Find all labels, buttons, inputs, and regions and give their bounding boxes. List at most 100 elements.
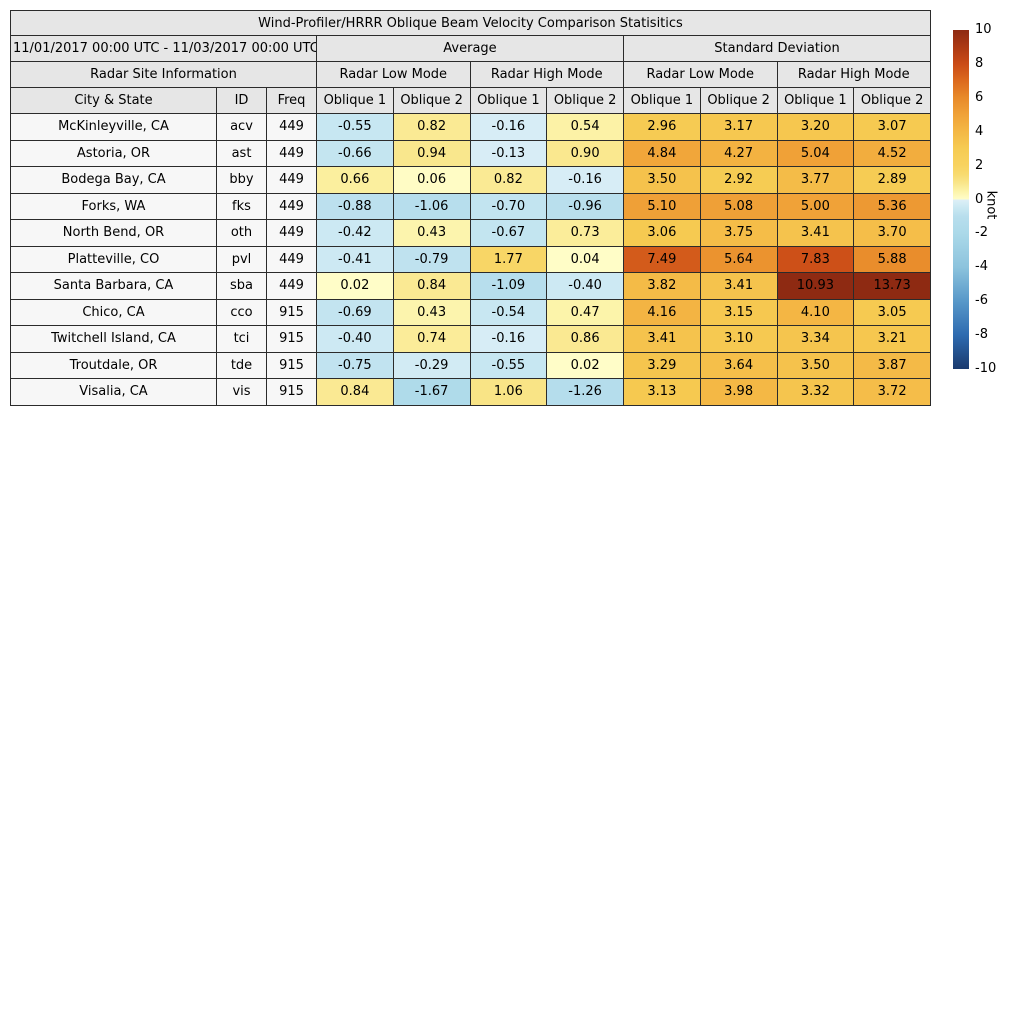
value-cell: -1.67 — [392, 378, 471, 406]
title-row: Wind-Profiler/HRRR Oblique Beam Velocity… — [10, 10, 931, 36]
city-cell: Santa Barbara, CA — [10, 272, 217, 300]
value-cell: -1.09 — [469, 272, 548, 300]
value-cell: 0.43 — [392, 298, 471, 326]
city-cell: Forks, WA — [10, 192, 217, 220]
std-low-mode-header: Radar Low Mode — [623, 61, 778, 88]
colorbar-tick-label: -2 — [975, 225, 988, 241]
value-cell: 3.17 — [699, 113, 778, 141]
value-cell: 3.50 — [623, 166, 701, 194]
col-header-oblique1-std-low: Oblique 1 — [623, 87, 701, 114]
value-cell: 3.64 — [699, 351, 778, 379]
std-high-mode-header: Radar High Mode — [776, 61, 931, 88]
value-cell: -1.26 — [546, 378, 624, 406]
value-cell: 3.87 — [853, 351, 931, 379]
value-cell: -0.55 — [469, 351, 548, 379]
value-cell: 3.13 — [623, 378, 701, 406]
colorbar-tick-label: 4 — [975, 123, 984, 139]
value-cell: 0.90 — [546, 139, 624, 167]
value-cell: -0.69 — [316, 298, 394, 326]
value-cell: 0.82 — [392, 113, 471, 141]
table-row: Troutdale, OR tde 915 -0.75 -0.29 -0.55 0.02 3.… — [10, 351, 931, 379]
stats-table: Wind-Profiler/HRRR Oblique Beam Velocity… — [10, 10, 931, 406]
city-cell: Visalia, CA — [10, 378, 217, 406]
id-cell: acv — [216, 113, 267, 141]
value-cell: 3.07 — [853, 113, 931, 141]
value-cell: -0.16 — [469, 113, 548, 141]
value-cell: 3.41 — [776, 219, 855, 247]
group-header-std: Standard Deviation — [623, 35, 931, 62]
value-cell: 0.84 — [316, 378, 394, 406]
value-cell: 3.15 — [699, 298, 778, 326]
col-header-oblique2-std-low: Oblique 2 — [699, 87, 778, 114]
value-cell: -0.55 — [316, 113, 394, 141]
table-row: McKinleyville, CA acv 449 -0.55 0.82 -0.16 0.5… — [10, 113, 931, 141]
col-header-oblique1-avg-low: Oblique 1 — [316, 87, 394, 114]
col-header-id: ID — [216, 87, 267, 114]
colorbar-tick-label: 10 — [975, 22, 992, 37]
group-header-average: Average — [316, 35, 624, 62]
table-title: Wind-Profiler/HRRR Oblique Beam Velocity… — [10, 10, 931, 36]
col-header-city: City & State — [10, 87, 217, 114]
value-cell: 5.64 — [699, 245, 778, 273]
value-cell: 3.98 — [699, 378, 778, 406]
value-cell: 1.06 — [469, 378, 548, 406]
value-cell: -0.41 — [316, 245, 394, 273]
value-cell: 0.43 — [392, 219, 471, 247]
city-cell: Troutdale, OR — [10, 351, 217, 379]
colorbar-tick-label: -4 — [975, 259, 988, 275]
group-header-row: 11/01/2017 00:00 UTC - 11/03/2017 00:00 … — [10, 35, 931, 62]
value-cell: 0.82 — [469, 166, 548, 194]
freq-cell: 915 — [266, 351, 317, 379]
value-cell: 3.05 — [853, 298, 931, 326]
colorbar-tick-label: -6 — [975, 293, 988, 309]
freq-cell: 449 — [266, 113, 317, 141]
column-header-row: City & State ID Freq Oblique 1 Oblique 2… — [10, 87, 931, 114]
value-cell: -0.96 — [546, 192, 624, 220]
value-cell: -0.70 — [469, 192, 548, 220]
value-cell: -0.42 — [316, 219, 394, 247]
value-cell: 0.66 — [316, 166, 394, 194]
id-cell: cco — [216, 298, 267, 326]
colorbar-tick-label: 8 — [975, 55, 984, 71]
freq-cell: 449 — [266, 192, 317, 220]
value-cell: -0.75 — [316, 351, 394, 379]
city-cell: Platteville, CO — [10, 245, 217, 273]
freq-cell: 915 — [266, 298, 317, 326]
value-cell: 3.34 — [776, 325, 855, 353]
colorbar-ticks: 10 8 6 4 2 0 -2 -4 -6 -8 -10 — [975, 23, 1015, 376]
value-cell: 0.02 — [546, 351, 624, 379]
id-cell: oth — [216, 219, 267, 247]
colorbar-unit-label: knot — [983, 190, 999, 220]
value-cell: 0.84 — [392, 272, 471, 300]
value-cell: 0.73 — [546, 219, 624, 247]
value-cell: 3.29 — [623, 351, 701, 379]
city-cell: Chico, CA — [10, 298, 217, 326]
freq-cell: 449 — [266, 245, 317, 273]
avg-low-mode-header: Radar Low Mode — [316, 61, 471, 88]
value-cell: 3.41 — [623, 325, 701, 353]
id-cell: tde — [216, 351, 267, 379]
value-cell: -0.13 — [469, 139, 548, 167]
value-cell: 4.27 — [699, 139, 778, 167]
value-cell: 4.52 — [853, 139, 931, 167]
city-cell: North Bend, OR — [10, 219, 217, 247]
table-row: North Bend, OR oth 449 -0.42 0.43 -0.67 0.73 3.… — [10, 219, 931, 247]
mode-header-row: Radar Site Information Radar Low Mode Ra… — [10, 61, 931, 88]
value-cell: -0.40 — [546, 272, 624, 300]
city-cell: Astoria, OR — [10, 139, 217, 167]
city-cell: Bodega Bay, CA — [10, 166, 217, 194]
value-cell: -0.29 — [392, 351, 471, 379]
value-cell: 2.92 — [699, 166, 778, 194]
value-cell: 1.77 — [469, 245, 548, 273]
col-header-oblique2-avg-high: Oblique 2 — [546, 87, 624, 114]
value-cell: -0.88 — [316, 192, 394, 220]
value-cell: -0.16 — [546, 166, 624, 194]
value-cell: 3.77 — [776, 166, 855, 194]
value-cell: 2.89 — [853, 166, 931, 194]
table-row: Astoria, OR ast 449 -0.66 0.94 -0.13 0.90 4.84 4… — [10, 139, 931, 167]
value-cell: 5.88 — [853, 245, 931, 273]
value-cell: -0.66 — [316, 139, 394, 167]
value-cell: 0.54 — [546, 113, 624, 141]
value-cell: -0.16 — [469, 325, 548, 353]
value-cell: 3.32 — [776, 378, 855, 406]
